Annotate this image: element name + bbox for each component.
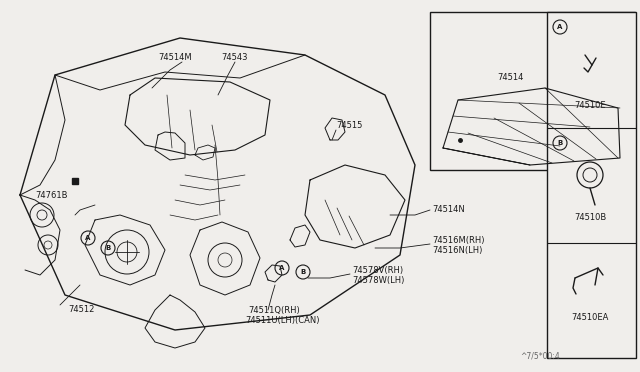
Text: 74578V(RH): 74578V(RH) — [352, 266, 403, 275]
Text: 74514: 74514 — [497, 74, 523, 83]
Text: 74578W(LH): 74578W(LH) — [352, 276, 404, 285]
Bar — [547, 12, 636, 358]
Text: 74510EA: 74510EA — [572, 314, 609, 323]
Text: 74761B: 74761B — [35, 190, 68, 199]
Text: 74515: 74515 — [336, 121, 362, 129]
Text: 74514N: 74514N — [432, 205, 465, 215]
Polygon shape — [72, 178, 78, 184]
Text: 74510B: 74510B — [574, 214, 606, 222]
Text: B: B — [557, 140, 563, 146]
Text: B: B — [300, 269, 306, 275]
Text: 74511U(LH)(CAN): 74511U(LH)(CAN) — [245, 315, 319, 324]
Text: 74514M: 74514M — [158, 54, 192, 62]
Text: ^7/5*00:4: ^7/5*00:4 — [520, 352, 560, 360]
Bar — [430, 12, 635, 170]
Text: 74512: 74512 — [68, 305, 94, 314]
Text: 74511Q(RH): 74511Q(RH) — [248, 305, 300, 314]
Text: 74516M(RH): 74516M(RH) — [432, 235, 484, 244]
Text: 74510E: 74510E — [574, 100, 606, 109]
Text: A: A — [85, 235, 91, 241]
Text: B: B — [106, 245, 111, 251]
Text: A: A — [279, 265, 285, 271]
Text: A: A — [557, 24, 563, 30]
Text: 74516N(LH): 74516N(LH) — [432, 246, 483, 254]
Text: 74543: 74543 — [221, 52, 248, 61]
